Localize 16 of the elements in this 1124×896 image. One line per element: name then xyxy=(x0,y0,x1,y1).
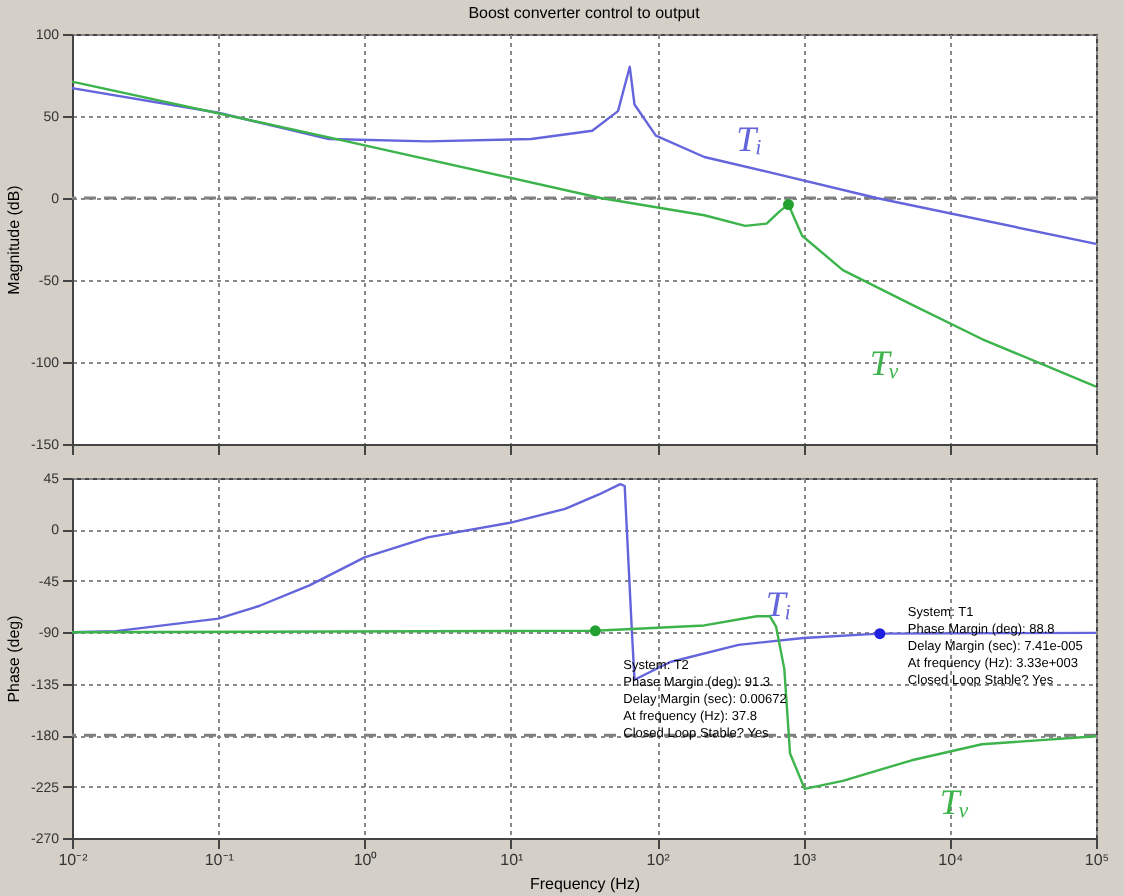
x-tick-label: 10² xyxy=(646,851,671,869)
series-label: Tᵥ xyxy=(869,342,900,383)
chart-title: Boost converter control to output xyxy=(468,4,702,22)
x-tick-label: 10¹ xyxy=(500,851,525,869)
series-label: Tᵢ xyxy=(736,119,763,160)
series-label: Tᵢ xyxy=(765,584,792,624)
series-label: Tᵥ xyxy=(939,782,970,823)
x-tick-label: 10⁰ xyxy=(353,851,378,869)
x-tick-label: 10⁻¹ xyxy=(204,851,235,869)
x-tick-label: 10³ xyxy=(792,851,817,869)
y-axis-title: Phase (deg) xyxy=(4,614,23,703)
y-axis-title: Magnitude (dB) xyxy=(4,184,23,295)
x-axis-title: Frequency (Hz) xyxy=(529,875,641,893)
x-tick-label: 10⁵ xyxy=(1084,851,1110,869)
x-tick-label: 10⁻² xyxy=(58,851,89,869)
x-tick-label: 10⁴ xyxy=(938,851,965,869)
